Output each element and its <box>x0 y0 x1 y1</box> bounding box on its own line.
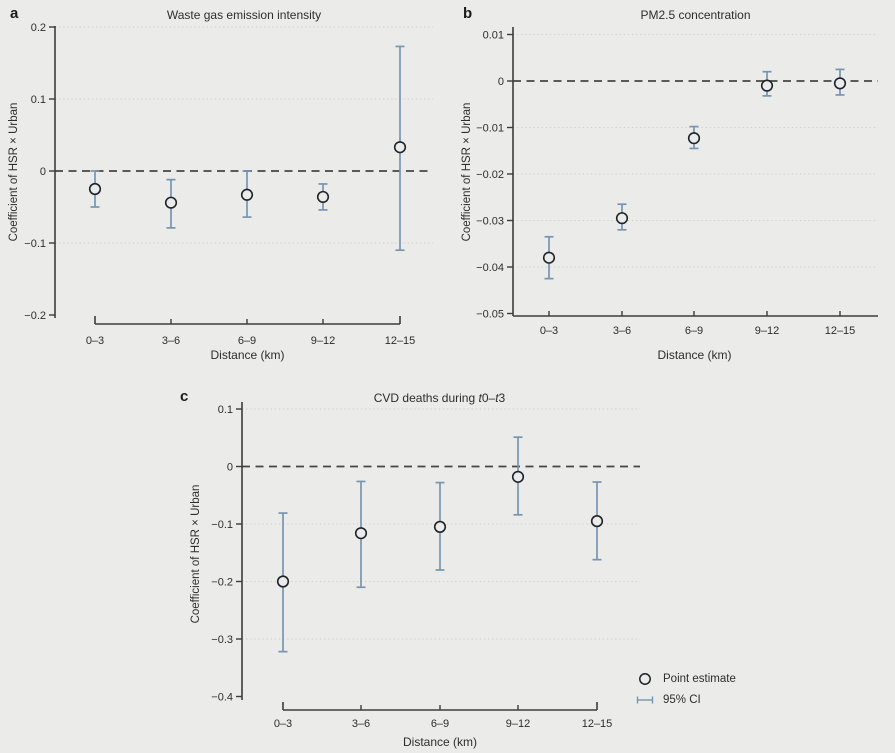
y-tick-label: −0.04 <box>476 262 504 274</box>
y-tick-label: 0.1 <box>31 94 46 106</box>
plot-area-c: 0.1 0 −0.1 −0.2 −0.3 −0.4 0–3 3–6 6–9 9–12 12–15 <box>211 402 640 730</box>
point-estimate-marker <box>240 188 254 201</box>
panel-title-b: PM2.5 concentration <box>640 8 751 22</box>
y-axis-label-b: Coefficient of HSR × Urban <box>461 102 473 242</box>
y-tick-label: −0.2 <box>211 577 233 589</box>
x-tick-label: 3–6 <box>352 718 370 730</box>
y-tick-label: 0 <box>498 76 504 88</box>
x-tick-label: 3–6 <box>613 325 631 337</box>
x-axis-label-b: Distance (km) <box>657 348 732 362</box>
point-estimate-marker <box>88 182 102 196</box>
panel-title-c-italic-t3: t <box>495 391 499 405</box>
x-tick-label: 6–9 <box>685 325 703 337</box>
panel-title-c-italic-t0: t <box>478 391 482 405</box>
panel-a: 0.2 0.1 0 −0.1 −0.2 0–3 3–6 6–9 9–12 12–15 a Wast… <box>0 0 445 380</box>
x-tick-label: 12–15 <box>385 335 416 347</box>
y-tick-label: 0.01 <box>483 30 504 42</box>
y-tick-label: 0 <box>227 462 233 474</box>
panel-title-c-text-end: 3 <box>498 391 506 405</box>
x-tick-label: 9–12 <box>755 325 779 337</box>
legend-item-ci: 95% CI <box>634 689 736 710</box>
point-estimate-marker <box>393 141 407 154</box>
y-tick-label: −0.4 <box>211 692 233 704</box>
plot-area-b: 0.01 0 −0.01 −0.02 −0.03 −0.04 −0.05 0–3 3–6 6–9 9… <box>476 27 878 337</box>
y-tick-label: −0.1 <box>24 238 46 250</box>
x-axis-label-a: Distance (km) <box>210 348 285 362</box>
x-tick-label: 0–3 <box>540 325 558 337</box>
x-tick-label: 12–15 <box>825 325 856 337</box>
y-tick-label: −0.05 <box>476 309 504 321</box>
y-axis-label-c: Coefficient of HSR × Urban <box>190 484 202 624</box>
x-tick-label: 3–6 <box>162 335 180 347</box>
legend-ci-label: 95% CI <box>663 693 701 706</box>
panel-title-a: Waste gas emission intensity <box>166 8 322 22</box>
x-tick-label: 0–3 <box>274 718 292 730</box>
y-tick-label: −0.3 <box>211 634 233 646</box>
point-estimate-icon <box>639 672 651 685</box>
panel-c: 0.1 0 −0.1 −0.2 −0.3 −0.4 0–3 3–6 6–9 9–12 12–15 c… <box>170 380 650 753</box>
panel-letter-c: c <box>180 388 189 405</box>
plot-area-a: 0.2 0.1 0 −0.1 −0.2 0–3 3–6 6–9 9–12 12–15 <box>24 22 433 347</box>
x-tick-label: 6–9 <box>238 335 256 347</box>
legend-point-estimate-label: Point estimate <box>663 672 736 685</box>
point-estimate-marker <box>276 575 290 588</box>
x-tick-label: 6–9 <box>431 718 449 730</box>
point-estimate-marker <box>542 251 556 264</box>
y-tick-label: −0.2 <box>24 310 46 322</box>
y-tick-label: 0.2 <box>31 22 46 34</box>
x-tick-label: 9–12 <box>311 335 335 347</box>
panel-title-c-text: CVD deaths during <box>373 391 479 405</box>
y-tick-label: 0 <box>40 166 46 178</box>
panel-letter-a: a <box>10 5 19 22</box>
point-estimate-marker <box>511 470 525 483</box>
panel-b: 0.01 0 −0.01 −0.02 −0.03 −0.04 −0.05 0–3 3–6 6–9 9… <box>445 0 895 380</box>
point-estimate-marker <box>590 515 604 528</box>
x-tick-label: 9–12 <box>506 718 530 730</box>
panel-letter-b: b <box>463 5 473 22</box>
legend-item-point-estimate: Point estimate <box>634 668 736 689</box>
point-estimate-marker <box>833 77 847 90</box>
legend: Point estimate 95% CI <box>634 668 736 710</box>
y-tick-label: −0.01 <box>476 123 504 135</box>
point-estimate-marker <box>615 212 629 225</box>
y-tick-label: −0.02 <box>476 169 504 181</box>
x-tick-label: 0–3 <box>86 335 104 347</box>
point-estimate-marker <box>687 132 701 145</box>
ci-errorbar-icon <box>636 696 654 703</box>
x-axis-label-c: Distance (km) <box>402 735 477 749</box>
y-tick-label: −0.03 <box>476 216 504 228</box>
y-axis-label-a: Coefficient of HSR × Urban <box>8 102 20 242</box>
panel-title-c-text-mid: 0– <box>481 391 496 405</box>
point-estimate-marker <box>316 190 330 204</box>
y-tick-label: 0.1 <box>218 404 233 416</box>
x-tick-label: 12–15 <box>582 718 613 730</box>
y-tick-label: −0.1 <box>211 519 233 531</box>
panel-title-c: CVD deaths during t0–t3 <box>242 391 637 405</box>
point-estimate-marker <box>164 196 178 209</box>
point-estimate-marker <box>760 79 774 92</box>
point-estimate-marker <box>433 520 447 533</box>
point-estimate-marker <box>354 527 368 540</box>
